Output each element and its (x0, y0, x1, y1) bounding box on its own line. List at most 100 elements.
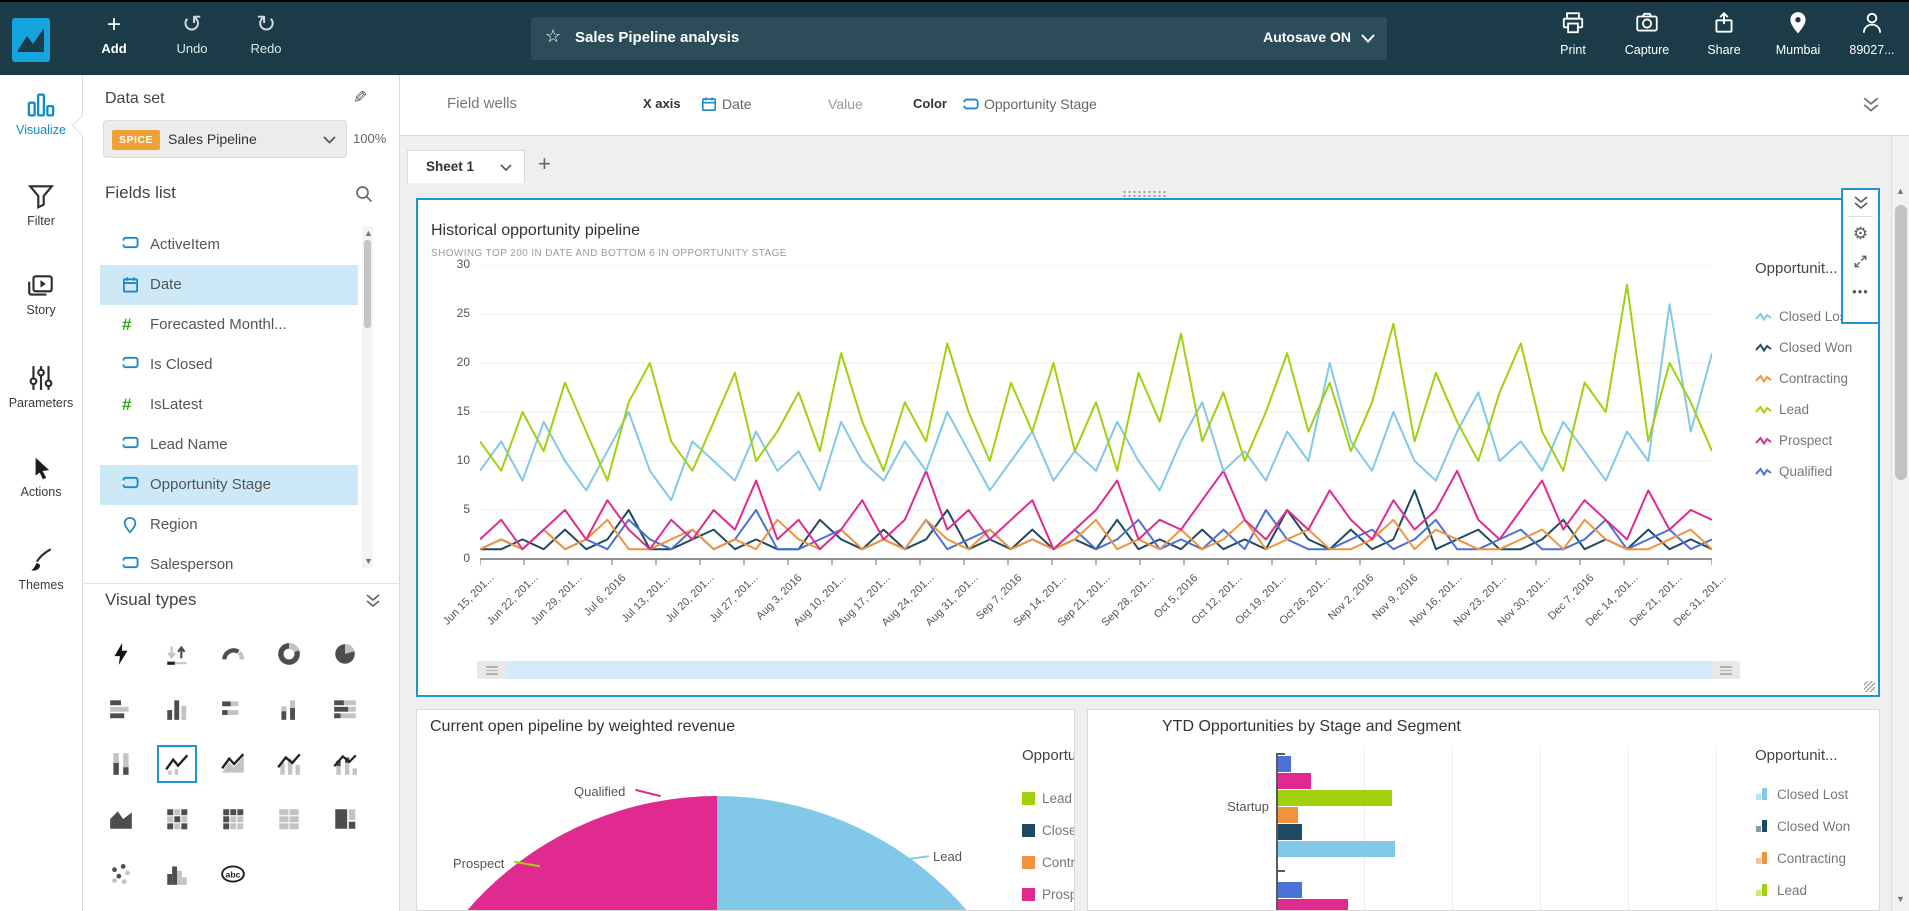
field-item-forecasted-monthl[interactable]: #Forecasted Monthl... (100, 305, 358, 345)
field-item-salesperson[interactable]: Salesperson (100, 545, 358, 585)
field-item-lead-name[interactable]: Lead Name (100, 425, 358, 465)
visual-type-pie[interactable] (325, 635, 365, 673)
visual-type-bar-horizontal[interactable] (101, 690, 141, 728)
star-icon[interactable]: ☆ (545, 26, 561, 47)
line-plot[interactable] (480, 265, 1712, 567)
zoombar-right-grip[interactable] (1712, 661, 1740, 679)
print-button[interactable]: Print (1537, 10, 1609, 57)
bar-cat2-prospect[interactable] (1278, 899, 1348, 911)
visual-type-gauge[interactable] (213, 635, 253, 673)
legend-item-contracting[interactable]: Contracting (1022, 854, 1075, 870)
scroll-down-icon[interactable]: ▼ (364, 556, 373, 566)
visual-bar-chart-card[interactable]: YTD Opportunities by Stage and Segment S… (1087, 709, 1880, 911)
bar-startup-closed-lost[interactable] (1278, 841, 1395, 857)
field-wells-bar[interactable]: Field wells X axis Date Value Color Oppo… (400, 75, 1909, 136)
legend-item-closed-won[interactable]: Closed Won (1755, 339, 1852, 355)
visual-pie-chart-card[interactable]: Current open pipeline by weighted revenu… (416, 709, 1075, 911)
visual-type-donut[interactable] (269, 635, 309, 673)
visual-type-kpi[interactable] (157, 635, 197, 673)
bar-startup-qualified[interactable] (1278, 756, 1291, 772)
quicksight-logo-icon[interactable] (12, 18, 50, 62)
field-item-date[interactable]: Date (100, 265, 358, 305)
collapse-visual-button[interactable] (1843, 196, 1878, 210)
search-icon[interactable] (355, 185, 373, 203)
legend-item-prospect[interactable]: Prospect (1755, 432, 1832, 448)
tab-sheet-1[interactable]: Sheet 1 (407, 150, 525, 183)
visual-type-combo-stacked-line[interactable] (325, 745, 365, 783)
field-item-activeitem[interactable]: ActiveItem (100, 225, 358, 265)
add-button[interactable]: + Add (84, 12, 144, 56)
account-menu[interactable]: 89027... (1836, 10, 1908, 57)
visual-type-pivot-table[interactable] (213, 800, 253, 838)
legend-item-lead[interactable]: Lead (1755, 882, 1807, 898)
capture-button[interactable]: Capture (1611, 10, 1683, 57)
sidebar-item-story[interactable]: Story (0, 273, 82, 317)
visual-type-bar-vertical[interactable] (157, 690, 197, 728)
visual-type-scatter[interactable] (101, 855, 141, 893)
maximize-visual-button[interactable] (1843, 254, 1878, 269)
legend-item-lead[interactable]: Lead (1755, 401, 1809, 417)
visual-type-word-cloud[interactable]: abc (213, 855, 253, 893)
edit-pencil-icon[interactable]: ✎ (353, 88, 367, 108)
visual-type-tree-map[interactable] (325, 800, 365, 838)
color-well-value[interactable]: Opportunity Stage (984, 96, 1097, 112)
bar-startup-prospect[interactable] (1278, 773, 1311, 789)
page-scrollbar-thumb[interactable] (1895, 205, 1907, 480)
analysis-title-bar[interactable]: ☆ Sales Pipeline analysis Autosave ON (531, 17, 1387, 60)
legend-item-closed-won[interactable]: Closed Won (1022, 822, 1075, 838)
visual-type-histogram[interactable] (157, 855, 197, 893)
visual-line-chart-card[interactable]: Historical opportunity pipeline SHOWING … (416, 198, 1880, 697)
add-sheet-button[interactable]: + (538, 151, 551, 177)
scroll-up-icon[interactable]: ▲ (1896, 186, 1905, 196)
fields-scrollbar-thumb[interactable] (364, 240, 371, 328)
bar-cat2-qualified[interactable] (1278, 882, 1302, 898)
visual-type-bar-horizontal-stacked[interactable] (213, 690, 253, 728)
legend-item-lead[interactable]: Lead (1022, 790, 1072, 806)
x-axis-well-value[interactable]: Date (722, 96, 752, 112)
sidebar-item-parameters[interactable]: Parameters (0, 364, 82, 410)
redo-button[interactable]: ↻ Redo (236, 12, 296, 56)
sidebar-item-visualize[interactable]: Visualize (0, 91, 82, 137)
field-item-region[interactable]: Region (100, 505, 358, 545)
bar-startup-lead[interactable] (1278, 790, 1392, 806)
legend-item-contracting[interactable]: Contracting (1755, 850, 1846, 866)
zoombar-left-grip[interactable] (477, 661, 507, 679)
dataset-selector[interactable]: SPICE Sales Pipeline (103, 120, 347, 158)
zoombar-track[interactable] (507, 661, 1712, 679)
legend-item-prospect[interactable]: Prospect (1022, 886, 1075, 902)
undo-button[interactable]: ↺ Undo (162, 12, 222, 56)
legend-item-closed-lost[interactable]: Closed Lost (1755, 786, 1848, 802)
collapse-chevrons-icon[interactable] (365, 594, 381, 608)
visual-type-combo-bar-line[interactable] (269, 745, 309, 783)
field-item-islatest[interactable]: #IsLatest (100, 385, 358, 425)
field-item-is-closed[interactable]: Is Closed (100, 345, 358, 385)
visual-type-auto-graph[interactable] (101, 635, 141, 673)
field-item-opportunity-stage[interactable]: Opportunity Stage (100, 465, 358, 505)
bar-startup-closed-won[interactable] (1278, 824, 1302, 840)
legend-item-closed-lost[interactable]: Closed Lost (1755, 308, 1850, 324)
region-selector[interactable]: Mumbai (1762, 10, 1834, 57)
legend-item-contracting[interactable]: Contracting (1755, 370, 1848, 386)
fields-scrollbar[interactable]: ▲ ▼ (362, 226, 373, 568)
visual-settings-button[interactable]: ⚙ (1843, 224, 1878, 244)
sidebar-item-themes[interactable]: Themes (0, 546, 82, 592)
visual-type-bar-vertical-100[interactable] (101, 745, 141, 783)
visual-type-line-selected[interactable] (157, 745, 197, 783)
legend-item-qualified[interactable]: Qualified (1755, 463, 1832, 479)
value-well-label[interactable]: Value (828, 96, 863, 112)
visual-type-bar-vertical-stacked[interactable] (269, 690, 309, 728)
autosave-toggle[interactable]: Autosave ON (1263, 29, 1351, 45)
resize-handle[interactable] (1864, 681, 1875, 692)
scroll-down-icon[interactable]: ▼ (1896, 894, 1905, 904)
visual-menu-button[interactable]: ••• (1843, 284, 1878, 299)
visual-drag-handle[interactable] (1122, 190, 1168, 198)
visual-type-heat-map[interactable] (157, 800, 197, 838)
visual-type-area[interactable] (101, 800, 141, 838)
visual-type-table[interactable] (269, 800, 309, 838)
legend-item-closed-won[interactable]: Closed Won (1755, 818, 1850, 834)
collapse-chevrons-icon[interactable] (1862, 97, 1880, 113)
sidebar-item-filter[interactable]: Filter (0, 182, 82, 228)
bar-startup-contracting[interactable] (1278, 807, 1298, 823)
visual-type-bar-horizontal-100[interactable] (325, 690, 365, 728)
scroll-up-icon[interactable]: ▲ (364, 228, 373, 238)
